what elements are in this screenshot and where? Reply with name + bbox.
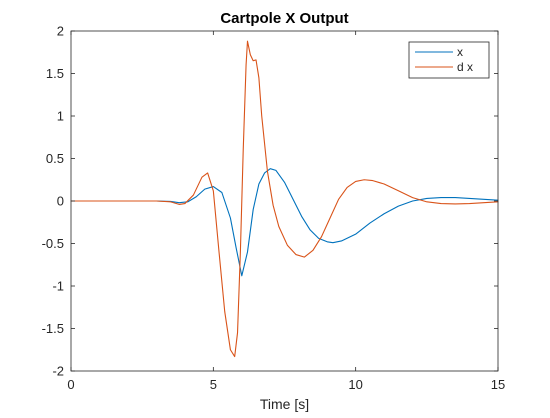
legend-label: x bbox=[457, 45, 463, 59]
y-tick-label: -0.5 bbox=[42, 236, 64, 251]
chart-title: Cartpole X Output bbox=[220, 10, 348, 27]
legend: xd x bbox=[408, 41, 490, 79]
y-tick-label: 2 bbox=[57, 24, 64, 39]
y-tick-label: -1.5 bbox=[42, 321, 64, 336]
x-tick-label: 10 bbox=[348, 377, 362, 392]
legend-label: d x bbox=[457, 60, 473, 74]
y-tick-label: 1.5 bbox=[46, 66, 64, 81]
x-tick-label: 5 bbox=[210, 377, 217, 392]
ticks-layer: 0 5 10 15 -2 -1.5 -1 -0.5 0 0.5 1 1.5 2 bbox=[42, 24, 506, 393]
series-layer bbox=[70, 40, 499, 358]
y-tick-label: -2 bbox=[52, 364, 64, 379]
x-tick-label: 15 bbox=[491, 377, 505, 392]
legend-box bbox=[408, 41, 490, 79]
y-tick-label: 0 bbox=[57, 194, 64, 209]
x-tick-label: 0 bbox=[67, 377, 74, 392]
x-axis-label: Time [s] bbox=[260, 396, 309, 412]
series-line-d-x bbox=[70, 40, 499, 358]
y-tick-label: 1 bbox=[57, 109, 64, 124]
y-tick-label: 0.5 bbox=[46, 151, 64, 166]
y-tick-label: -1 bbox=[52, 279, 64, 294]
series-line-x bbox=[70, 168, 499, 277]
